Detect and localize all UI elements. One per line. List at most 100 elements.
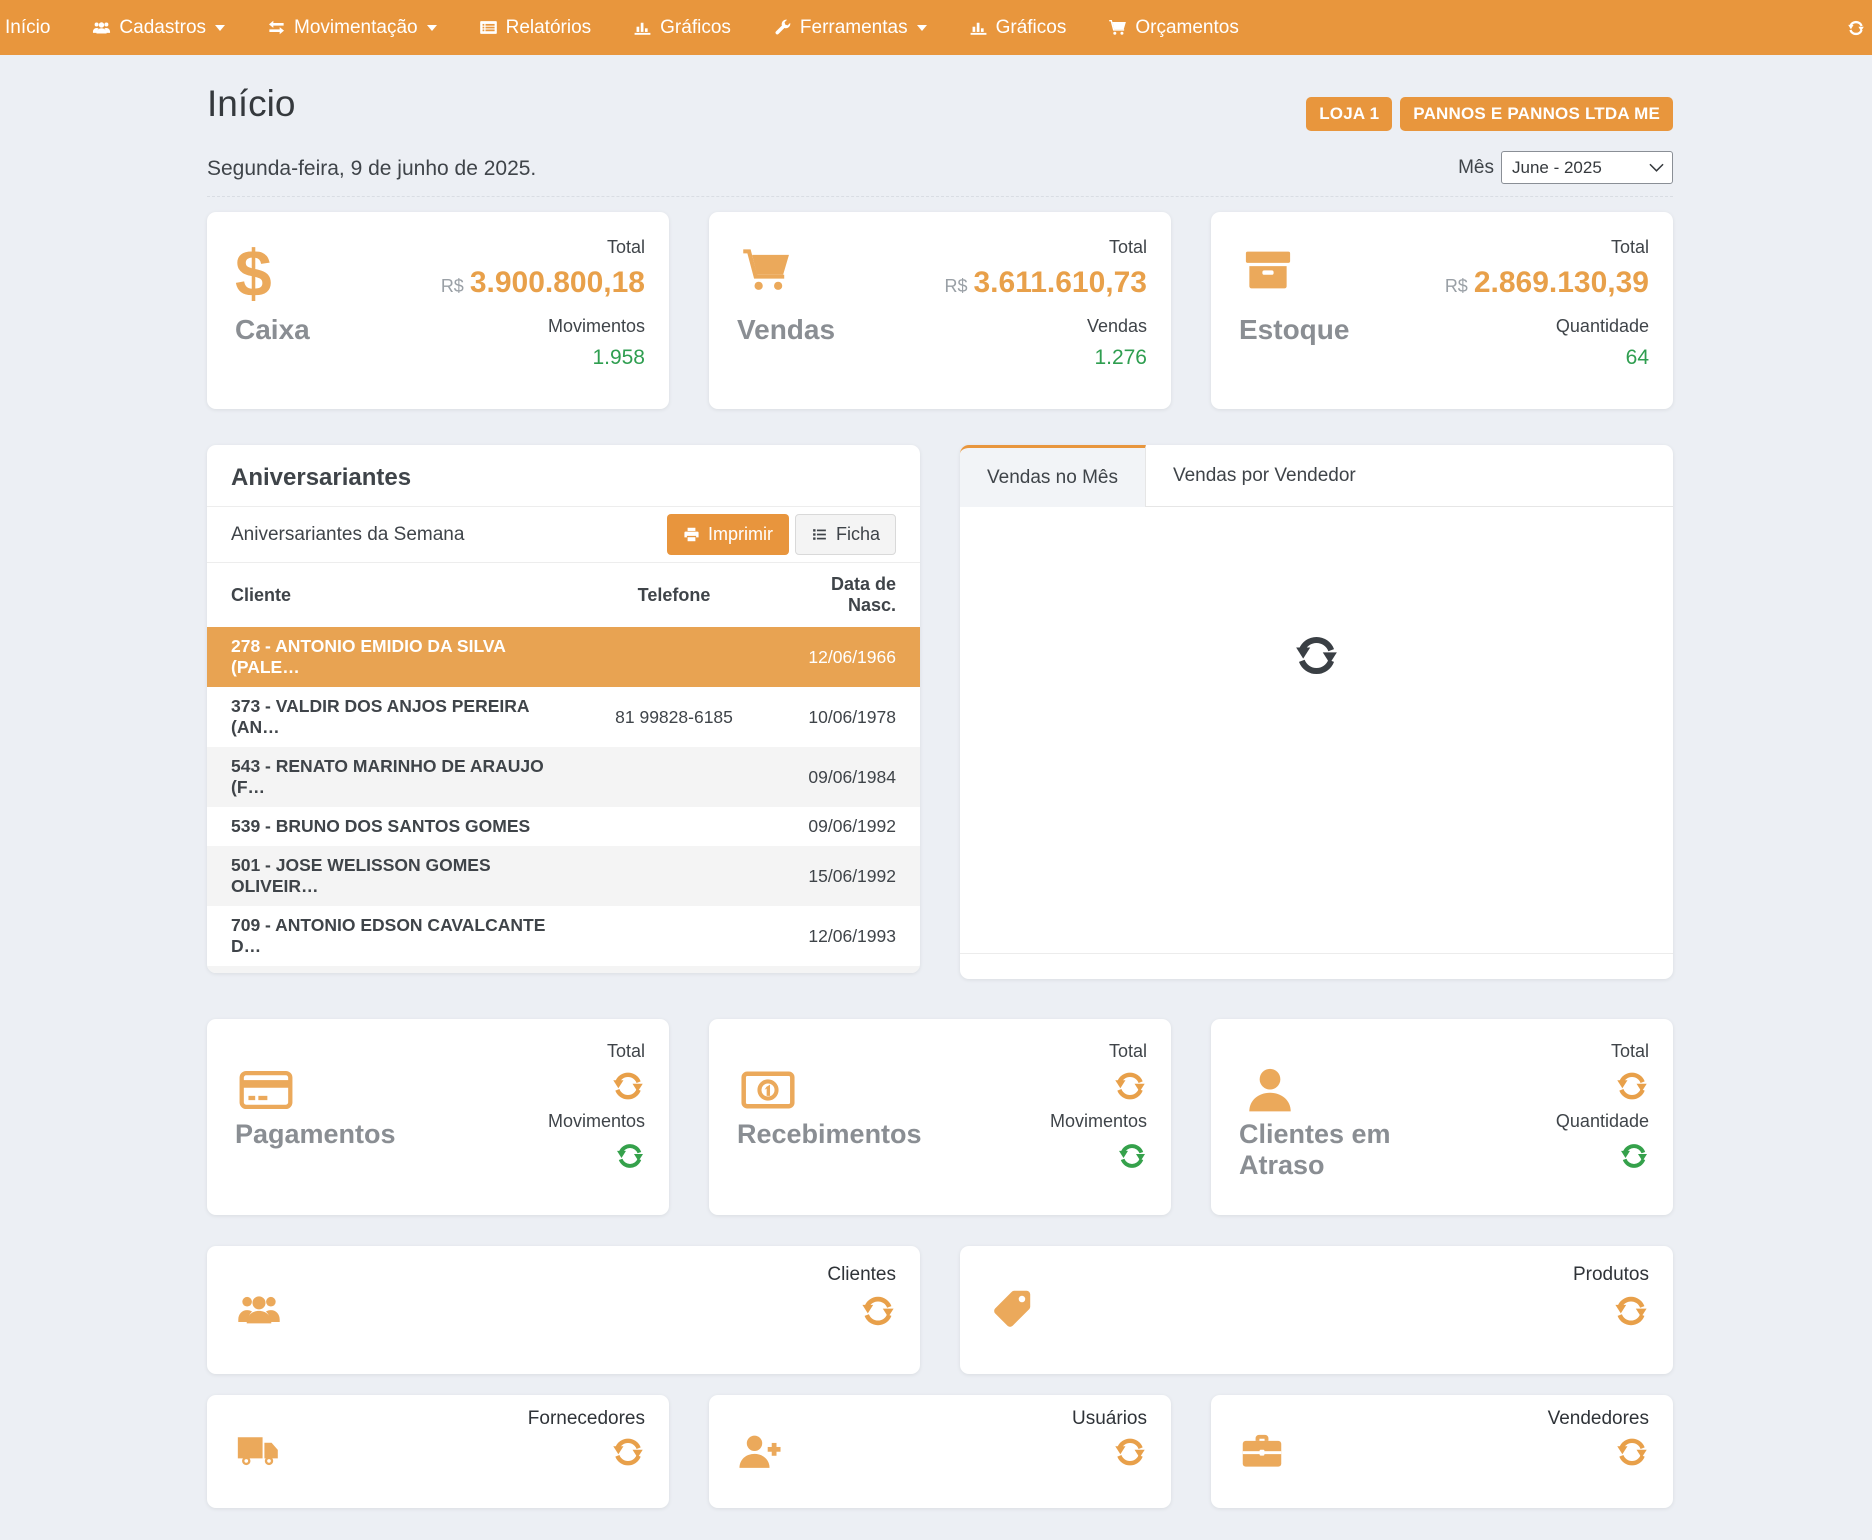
loading-spinner-icon — [1613, 1293, 1649, 1329]
loading-spinner-icon — [611, 1069, 645, 1103]
chevron-down-icon — [917, 25, 927, 31]
produtos-card: Produtos — [960, 1246, 1673, 1374]
loading-spinner-icon — [615, 1141, 645, 1171]
loading-spinner-icon — [1113, 1435, 1147, 1469]
recebimentos-card: Recebimentos Total Movimentos — [709, 1019, 1171, 1215]
month-select-value: June - 2025 — [1512, 157, 1602, 177]
vendas-panel-footer — [960, 953, 1673, 979]
page-header: Início LOJA 1 PANNOS E PANNOS LTDA ME Se… — [207, 55, 1673, 197]
nav-item-cadastros[interactable]: Cadastros — [71, 0, 246, 55]
vendas-total-value: 3.611.610,73 — [973, 266, 1147, 299]
table-row[interactable]: 539 - BRUNO DOS SANTOS GOMES 09/06/1992 — [231, 816, 896, 836]
nav-item-label: Gráficos — [995, 16, 1067, 38]
nav-item-label: Orçamentos — [1135, 16, 1239, 38]
estoque-card: Estoque Total R$ 2.869.130,39 Quantidade … — [1211, 212, 1673, 409]
table-row[interactable]: 373 - VALDIR DOS ANJOS PEREIRA (AN… 81 99… — [231, 696, 896, 737]
loading-spinner-icon — [1619, 1141, 1649, 1171]
nav-item-label: Movimentação — [294, 16, 418, 38]
nav-item-label: Gráficos — [660, 16, 731, 38]
loading-spinner-icon — [1113, 1069, 1147, 1103]
vendas-tabs: Vendas no Mês Vendas por Vendedor — [960, 445, 1673, 507]
person-icon — [1239, 1063, 1301, 1122]
dollar-icon: $ — [235, 236, 272, 310]
exchange-icon — [267, 18, 286, 37]
fornecedores-card: Fornecedores — [207, 1395, 669, 1508]
cart-icon — [1108, 18, 1127, 37]
credit-card-icon — [235, 1063, 297, 1122]
total-label: Total — [606, 1041, 645, 1061]
tag-icon — [988, 1286, 1036, 1337]
total-label: Total — [1610, 237, 1649, 257]
nav-item-graficos[interactable]: Gráficos — [612, 0, 752, 55]
loading-spinner-icon — [860, 1293, 896, 1329]
nav-menu: Início Cadastros Movimentação Relatórios… — [0, 0, 1260, 55]
vendas-panel: Vendas no Mês Vendas por Vendedor — [960, 445, 1673, 979]
nav-item-movimentacao[interactable]: Movimentação — [246, 0, 458, 55]
tab-vendas-por-vendedor[interactable]: Vendas por Vendedor — [1145, 445, 1383, 507]
movimentos-label: Movimentos — [547, 316, 645, 336]
usuarios-label: Usuários — [1072, 1408, 1147, 1429]
table-row[interactable]: 669 - RAFAELA PROCOPIO DA SILVA CA…11/06… — [207, 966, 920, 973]
col-header-data: Data de Nasc. — [830, 574, 896, 615]
nav-item-relatorios[interactable]: Relatórios — [458, 0, 613, 55]
table-row[interactable]: 543 - RENATO MARINHO DE ARAUJO (F… 09/06/… — [207, 747, 920, 807]
store-badge: LOJA 1 — [1306, 97, 1393, 131]
table-row-selected[interactable]: 278 - ANTONIO EMIDIO DA SILVA (PALE… 12/0… — [207, 627, 920, 687]
aniversariantes-title: Aniversariantes — [207, 445, 920, 507]
loading-spinner-icon — [611, 1435, 645, 1469]
estoque-total-value: 2.869.130,39 — [1473, 266, 1649, 299]
col-header-telefone: Telefone — [637, 584, 711, 605]
vendedores-card: Vendedores — [1211, 1395, 1673, 1508]
nav-item-ferramentas[interactable]: Ferramentas — [752, 0, 948, 55]
table-row[interactable]: 501 - JOSE WELISSON GOMES OLIVEIR… 15/06/… — [207, 846, 920, 906]
company-badge: PANNOS E PANNOS LTDA ME — [1400, 97, 1673, 131]
caixa-count-value: 1.958 — [592, 346, 645, 369]
aniversariantes-table: Cliente Telefone Data de Nasc. 278 - ANT… — [207, 563, 920, 973]
vendedores-label: Vendedores — [1547, 1408, 1649, 1429]
usuarios-card: Usuários — [709, 1395, 1171, 1508]
nav-item-label: Cadastros — [119, 16, 207, 38]
total-label: Total — [1610, 1041, 1649, 1061]
loading-spinner-icon — [1615, 1435, 1649, 1469]
nav-item-graficos-2[interactable]: Gráficos — [948, 0, 1088, 55]
top-navbar: Início Cadastros Movimentação Relatórios… — [0, 0, 1872, 55]
quantidade-label: Quantidade — [1555, 1111, 1649, 1131]
pagamentos-card: Pagamentos Total Movimentos — [207, 1019, 669, 1215]
vendas-label: Vendas — [737, 314, 836, 345]
imprimir-button[interactable]: Imprimir — [666, 514, 789, 555]
nav-item-orcamentos[interactable]: Orçamentos — [1087, 0, 1259, 55]
vendas-count-value: 1.276 — [1094, 346, 1147, 369]
estoque-label: Estoque — [1239, 314, 1350, 345]
report-icon — [479, 18, 498, 37]
pagamentos-label: Pagamentos — [235, 1119, 396, 1149]
vendas-count-label: Vendas — [1086, 316, 1147, 336]
aniversariantes-subtitle: Aniversariantes da Semana — [231, 523, 465, 545]
money-bill-icon — [737, 1063, 799, 1122]
refresh-icon[interactable] — [1847, 19, 1865, 37]
currency-prefix: R$ — [440, 276, 464, 296]
recebimentos-label: Recebimentos — [737, 1119, 922, 1149]
currency-prefix: R$ — [944, 276, 968, 296]
bar-chart-icon — [969, 18, 988, 37]
nav-item-label: Ferramentas — [799, 16, 908, 38]
clientes-em-atraso-label: Clientes em Atraso — [1239, 1119, 1391, 1181]
month-select[interactable]: June - 2025 — [1501, 151, 1673, 184]
loading-spinner-icon — [1293, 632, 1340, 679]
users-group-icon — [235, 1286, 283, 1337]
aniversariantes-panel: Aniversariantes Aniversariantes da Seman… — [207, 445, 920, 973]
quantidade-label: Quantidade — [1555, 316, 1649, 336]
tab-vendas-no-mes[interactable]: Vendas no Mês — [960, 445, 1146, 507]
page-title: Início — [207, 83, 296, 124]
nav-item-inicio[interactable]: Início — [0, 0, 71, 55]
caixa-card: $ Caixa Total R$ 3.900.800,18 Movimentos … — [207, 212, 669, 409]
caixa-label: Caixa — [235, 314, 310, 345]
table-row[interactable]: 709 - ANTONIO EDSON CAVALCANTE D… 12/06/1… — [231, 915, 896, 956]
total-label: Total — [606, 237, 645, 257]
printer-icon — [683, 526, 700, 543]
ficha-button[interactable]: Ficha — [794, 514, 896, 555]
col-header-cliente: Cliente — [231, 584, 292, 605]
cart-icon — [737, 244, 795, 301]
clientes-em-atraso-card: Clientes em Atraso Total Quantidade — [1211, 1019, 1673, 1215]
briefcase-icon — [1239, 1429, 1285, 1478]
user-plus-icon — [737, 1429, 783, 1478]
